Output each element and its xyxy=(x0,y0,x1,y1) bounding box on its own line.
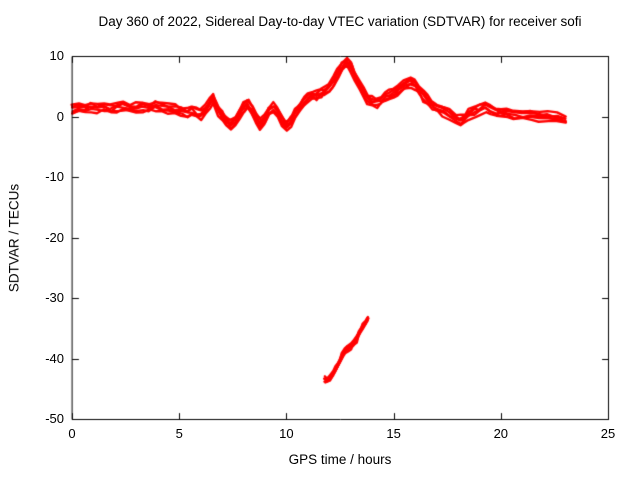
x-tick-label: 0 xyxy=(68,426,76,441)
y-tick-label: -40 xyxy=(45,350,64,366)
x-tick-label: 10 xyxy=(279,426,294,441)
x-tick-label: 25 xyxy=(600,426,616,441)
x-tick-label: 20 xyxy=(493,426,509,441)
y-tick-label: -50 xyxy=(45,411,64,426)
y-tick-label: -30 xyxy=(45,290,64,305)
y-tick-label: -20 xyxy=(45,229,64,245)
x-tick-label: 15 xyxy=(386,426,401,441)
x-axis-label: GPS time / hours xyxy=(288,452,392,467)
x-tick-label: 5 xyxy=(175,426,183,441)
chart-title: Day 360 of 2022, Sidereal Day-to-day VTE… xyxy=(98,14,582,29)
y-tick-label: 0 xyxy=(56,108,64,124)
y-tick-label: -10 xyxy=(45,169,64,184)
y-tick-label: 10 xyxy=(49,48,64,63)
